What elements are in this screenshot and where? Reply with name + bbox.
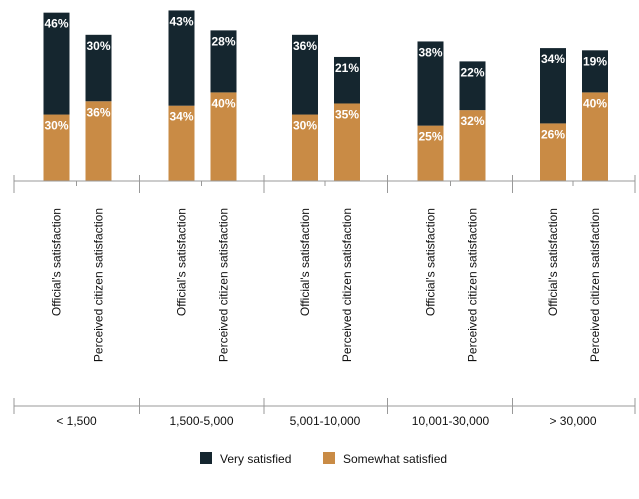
category-axis-label: Official's satisfaction [298, 208, 312, 316]
group-label: 1,500-5,000 [169, 414, 233, 428]
bar-segment-very-satisfied [43, 12, 70, 115]
data-label: 32% [460, 114, 484, 128]
category-axis-label: Official's satisfaction [424, 208, 438, 316]
bar-segment-somewhat-satisfied [582, 92, 608, 181]
data-label: 26% [541, 127, 565, 141]
group-label: < 1,500 [56, 414, 97, 428]
bar-segment-somewhat-satisfied [292, 114, 318, 181]
bar-segment-very-satisfied [168, 10, 195, 106]
data-label: 30% [293, 119, 317, 133]
category-axis-label: Perceived citizen satisfaction [340, 208, 354, 362]
data-label: 40% [211, 96, 235, 110]
bar-segment-somewhat-satisfied [43, 114, 70, 181]
data-label: 28% [211, 34, 235, 48]
data-label: 30% [86, 39, 110, 53]
category-axis-label: Perceived citizen satisfaction [466, 208, 480, 362]
data-label: 25% [418, 130, 442, 144]
legend-label: Somewhat satisfied [343, 452, 447, 466]
group-label: 10,001-30,000 [412, 414, 490, 428]
data-label: 30% [44, 119, 68, 133]
data-label: 40% [583, 96, 607, 110]
bar-segment-very-satisfied [582, 50, 608, 93]
bar-segment-somewhat-satisfied [334, 103, 360, 181]
data-label: 36% [86, 105, 110, 119]
bar-segment-very-satisfied [85, 34, 112, 102]
data-label: 34% [169, 110, 193, 124]
bar-segment-very-satisfied [334, 56, 360, 104]
bar-segment-somewhat-satisfied [459, 110, 486, 181]
category-axis-label: Perceived citizen satisfaction [92, 208, 106, 362]
bar-segment-somewhat-satisfied [210, 92, 237, 181]
group-label: > 30,000 [549, 414, 596, 428]
data-label: 34% [541, 52, 565, 66]
data-label: 36% [293, 39, 317, 53]
data-label: 35% [335, 107, 359, 121]
bar-segment-very-satisfied [417, 41, 444, 126]
bar-segment-very-satisfied [459, 61, 486, 111]
data-label: 21% [335, 61, 359, 75]
data-label: 38% [418, 45, 442, 59]
data-label: 46% [44, 17, 68, 31]
bar-segment-very-satisfied [210, 30, 237, 93]
bar-segment-somewhat-satisfied [417, 125, 444, 181]
data-label: 22% [460, 65, 484, 79]
group-label: 5,001-10,000 [290, 414, 361, 428]
category-axis-label: Official's satisfaction [175, 208, 189, 316]
legend-swatch [323, 452, 335, 464]
category-axis-label: Official's satisfaction [50, 208, 64, 316]
bar-segment-somewhat-satisfied [168, 105, 195, 181]
bar-segment-very-satisfied [540, 48, 566, 124]
bar-segment-somewhat-satisfied [85, 101, 112, 181]
data-label: 19% [583, 54, 607, 68]
category-axis-label: Official's satisfaction [546, 208, 560, 316]
legend-swatch [200, 452, 212, 464]
category-axis-label: Perceived citizen satisfaction [217, 208, 231, 362]
legend-label: Very satisfied [220, 452, 291, 466]
data-label: 43% [169, 14, 193, 28]
bar-segment-somewhat-satisfied [540, 123, 566, 181]
category-axis-label: Perceived citizen satisfaction [588, 208, 602, 362]
bar-segment-very-satisfied [292, 34, 318, 115]
